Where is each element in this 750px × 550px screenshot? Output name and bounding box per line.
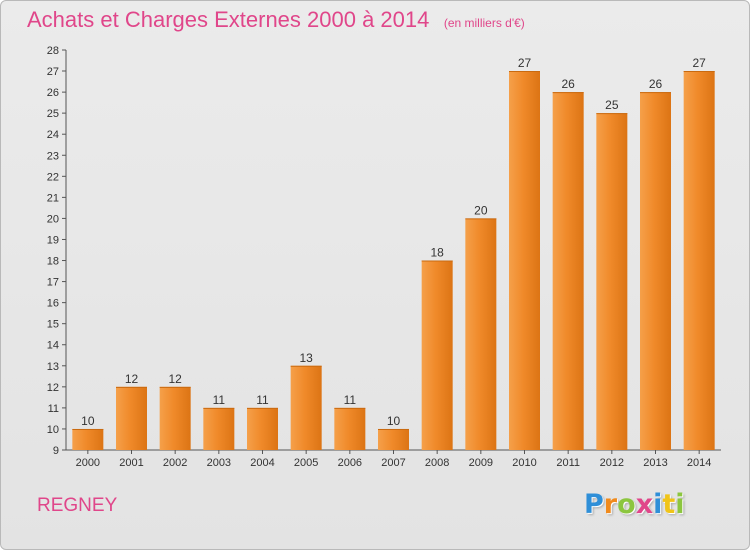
- bar: [683, 71, 715, 450]
- bar-value-label: 26: [649, 77, 663, 91]
- x-tick-label: 2006: [338, 457, 362, 469]
- y-tick-label: 26: [47, 87, 59, 99]
- x-tick-label: 2005: [294, 457, 318, 469]
- bar: [465, 218, 497, 450]
- bar: [116, 386, 147, 450]
- bar: [596, 113, 628, 450]
- logo-letter: i: [675, 489, 685, 520]
- bar: [203, 407, 235, 450]
- bar-value-label: 12: [168, 372, 182, 386]
- bar-value-label: 11: [213, 393, 226, 407]
- y-tick-label: 21: [47, 192, 59, 204]
- y-tick-label: 27: [47, 66, 59, 78]
- bar-value-label: 20: [474, 203, 488, 217]
- logo-letter: t: [662, 489, 676, 520]
- y-tick-label: 20: [47, 213, 59, 225]
- x-tick-label: 2010: [512, 457, 536, 469]
- bar: [640, 92, 671, 451]
- y-tick-label: 16: [47, 298, 59, 310]
- bar-value-label: 25: [605, 98, 619, 112]
- bar-value-label: 10: [81, 414, 95, 428]
- y-tick-label: 12: [47, 382, 59, 394]
- y-tick-label: 14: [47, 340, 59, 352]
- bar-value-label: 11: [256, 393, 269, 407]
- x-tick-label: 2009: [469, 457, 493, 469]
- bars: [72, 71, 715, 451]
- x-tick-label: 2007: [381, 457, 405, 469]
- y-tick-label: 19: [47, 234, 59, 246]
- bar-value-label: 13: [299, 351, 313, 365]
- bar: [552, 92, 584, 451]
- y-tick-label: 10: [47, 424, 59, 436]
- commune-name: REGNEY: [37, 495, 118, 516]
- bar-value-label: 26: [561, 77, 575, 91]
- bar: [509, 71, 540, 450]
- y-tick-label: 11: [48, 403, 59, 415]
- x-tick-label: 2008: [425, 457, 449, 469]
- bar: [290, 365, 322, 450]
- proxiti-logo: Proxiti: [584, 489, 685, 520]
- bar-value-label: 12: [125, 372, 139, 386]
- bar: [247, 407, 278, 450]
- y-tick-label: 23: [47, 150, 59, 162]
- x-tick-label: 2003: [207, 457, 231, 469]
- bar: [421, 260, 453, 450]
- bar: [334, 407, 366, 450]
- y-tick-label: 28: [47, 45, 59, 57]
- logo-letter: i: [653, 489, 663, 520]
- title-row: Achats et Charges Externes 2000 à 2014 (…: [27, 7, 525, 33]
- logo-letter: o: [617, 489, 636, 520]
- y-tick-label: 22: [47, 171, 59, 183]
- chart-title: Achats et Charges Externes 2000 à 2014: [27, 7, 430, 32]
- bar-value-label: 10: [387, 414, 401, 428]
- labels: 10 2000 12 2001 12 2002 11 2003 11 2004 13 2005 11 20…: [76, 56, 712, 469]
- bar: [378, 428, 409, 450]
- logo-letter: P: [584, 489, 604, 520]
- bar-value-label: 11: [344, 393, 357, 407]
- y-tick-label: 9: [53, 445, 59, 457]
- x-tick-label: 2012: [600, 457, 624, 469]
- bar: [72, 428, 104, 450]
- bar-value-label: 27: [692, 56, 706, 70]
- y-tick-label: 24: [47, 129, 59, 141]
- x-tick-label: 2001: [119, 457, 143, 469]
- y-tick-label: 25: [47, 108, 59, 120]
- bar: [159, 386, 191, 450]
- logo-letter: r: [603, 489, 618, 520]
- x-tick-label: 2011: [556, 457, 580, 469]
- x-tick-label: 2013: [643, 457, 667, 469]
- x-tick-label: 2002: [163, 457, 187, 469]
- y-tick-label: 15: [47, 319, 59, 331]
- x-tick-label: 2004: [250, 457, 274, 469]
- chart-unit: (en milliers d'€): [443, 16, 525, 30]
- bar-value-label: 27: [518, 56, 532, 70]
- x-tick-label: 2000: [76, 457, 100, 469]
- y-tick-label: 13: [47, 361, 59, 373]
- y-tick-label: 18: [47, 256, 59, 268]
- logo-letter: x: [635, 489, 654, 520]
- bar-value-label: 18: [430, 246, 444, 260]
- x-tick-label: 2014: [687, 457, 711, 469]
- y-tick-label: 17: [47, 277, 59, 289]
